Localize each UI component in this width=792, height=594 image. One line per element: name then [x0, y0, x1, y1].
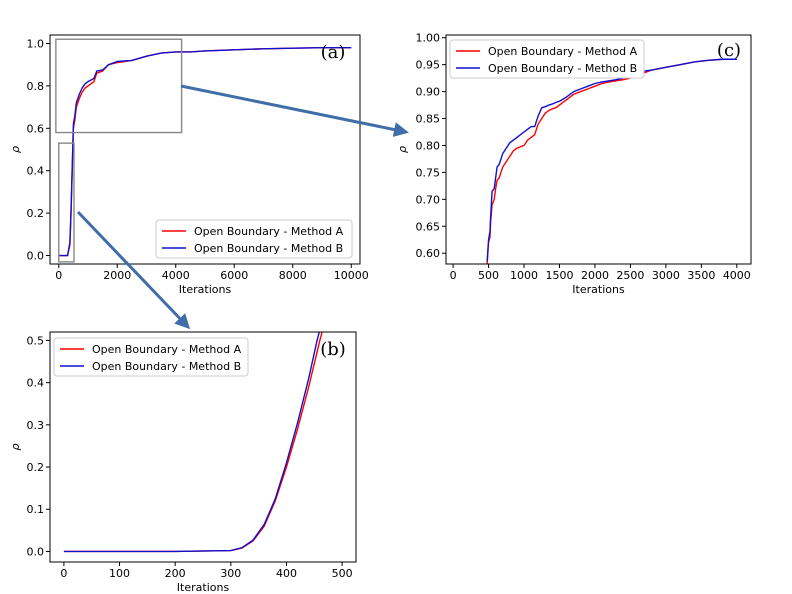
- x-tick-label: 3500: [687, 269, 715, 282]
- x-tick-label: 0: [450, 269, 457, 282]
- axes-frame: [445, 34, 752, 265]
- legend-box: [53, 337, 249, 377]
- legend: Open Boundary - Method A Open Boundary - …: [449, 39, 645, 79]
- legend-label-method-b: Open Boundary - Method B: [488, 62, 637, 75]
- y-axis-label: ρ: [396, 146, 409, 153]
- panel-label: (b): [320, 339, 346, 360]
- legend-label-method-a: Open Boundary - Method A: [92, 343, 242, 356]
- arrow-to-panel-b: [76, 210, 191, 330]
- y-axis-label: ρ: [9, 443, 22, 450]
- y-tick-label: 0.90: [416, 86, 441, 99]
- x-tick-label: 8000: [279, 269, 307, 282]
- x-tick-label: 4000: [162, 269, 190, 282]
- y-tick-label: 0.60: [416, 247, 441, 260]
- y-tick-label: 1.00: [416, 32, 441, 45]
- x-tick-label: 500: [478, 269, 499, 282]
- y-tick-label: 0.0: [27, 250, 45, 263]
- y-tick-label: 0.0: [27, 545, 45, 558]
- panel-label: (c): [717, 40, 741, 61]
- y-tick-label: 0.1: [27, 503, 45, 516]
- legend-label-method-b: Open Boundary - Method B: [194, 242, 343, 255]
- x-tick-label: 500: [332, 567, 353, 580]
- legend-label-method-a: Open Boundary - Method A: [194, 225, 344, 238]
- x-tick-label: 4000: [723, 269, 751, 282]
- x-tick-label: 2000: [103, 269, 131, 282]
- zoom-arrows: [76, 84, 409, 330]
- legend: Open Boundary - Method A Open Boundary - …: [53, 337, 249, 377]
- y-tick-label: 0.75: [416, 166, 441, 179]
- x-axis-label: Iterations: [177, 581, 230, 594]
- y-tick-label: 0.80: [416, 139, 441, 152]
- axes-frame: [49, 34, 361, 265]
- x-tick-label: 1000: [510, 269, 538, 282]
- x-axis-label: Iterations: [179, 283, 232, 296]
- x-tick-label: 0: [60, 567, 67, 580]
- axes-frame: [49, 331, 357, 563]
- series-line-method-a: [486, 58, 737, 264]
- series-line-method-b: [63, 332, 321, 553]
- y-tick-label: 1.0: [27, 37, 45, 50]
- x-tick-label: 300: [220, 567, 241, 580]
- legend: Open Boundary - Method A Open Boundary - …: [155, 219, 353, 259]
- y-tick-label: 0.85: [416, 113, 441, 126]
- y-tick-label: 0.3: [27, 419, 45, 432]
- x-tick-label: 100: [109, 567, 130, 580]
- series-lines: [63, 332, 323, 553]
- x-tick-label: 2500: [616, 269, 644, 282]
- legend-label-method-b: Open Boundary - Method B: [92, 360, 241, 373]
- legend-label-method-a: Open Boundary - Method A: [488, 45, 638, 58]
- y-tick-label: 0.8: [27, 80, 45, 93]
- y-tick-label: 0.2: [27, 207, 45, 220]
- series-lines: [486, 58, 737, 264]
- y-tick-label: 0.4: [27, 377, 45, 390]
- panel-b-chart: 0 100 200 300 400 500 0.0 0.1 0.2 0.3 0.4 0.5 Iterat…: [9, 331, 357, 594]
- y-tick-label: 0.4: [27, 165, 45, 178]
- y-tick-label: 0.2: [27, 461, 45, 474]
- x-tick-label: 1500: [545, 269, 573, 282]
- panel-c-chart: 0 500 1000 1500 2000 2500 3000 3500 4000 0.60 0.65…: [396, 32, 752, 296]
- x-tick-label: 200: [165, 567, 186, 580]
- x-tick-label: 6000: [220, 269, 248, 282]
- x-tick-label: 2000: [581, 269, 609, 282]
- x-tick-label: 10000: [334, 269, 369, 282]
- y-tick-label: 0.6: [27, 122, 45, 135]
- series-line-method-b: [58, 47, 352, 257]
- legend-box: [449, 39, 645, 79]
- legend-box: [155, 219, 353, 259]
- series-lines: [58, 47, 352, 257]
- panel-label: (a): [321, 42, 346, 63]
- zoom-box-b: [58, 142, 75, 263]
- arrow-to-panel-c: [180, 84, 409, 137]
- y-tick-label: 0.70: [416, 193, 441, 206]
- y-tick-label: 0.65: [416, 220, 441, 233]
- y-axis-label: ρ: [9, 146, 22, 153]
- y-tick-label: 0.5: [27, 334, 45, 347]
- y-tick-label: 0.95: [416, 59, 441, 72]
- panel-a-chart: 0 2000 4000 6000 8000 10000 0.0 0.2 0.4 0.6 0.8 1.0…: [9, 34, 369, 296]
- series-line-method-b: [486, 58, 737, 262]
- x-tick-label: 0: [55, 269, 62, 282]
- x-tick-label: 3000: [652, 269, 680, 282]
- x-tick-label: 400: [276, 567, 297, 580]
- x-axis-label: Iterations: [572, 283, 625, 296]
